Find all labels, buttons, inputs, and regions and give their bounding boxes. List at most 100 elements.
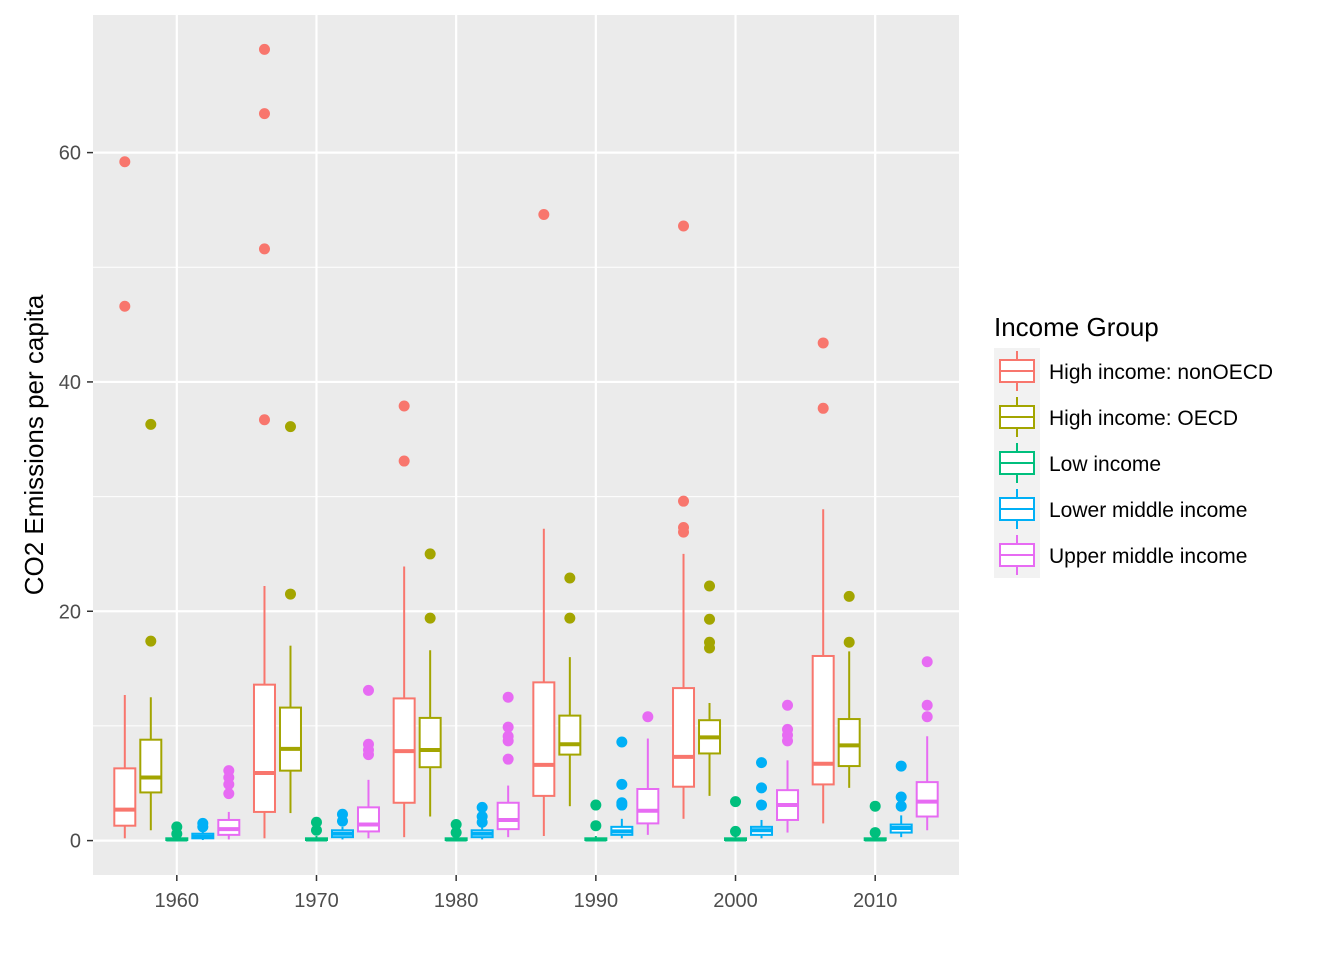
- y-tick-label: 0: [70, 831, 81, 853]
- outlier-point: [895, 791, 907, 803]
- legend-entry: Low income: [994, 440, 1161, 486]
- boxplot: [217, 765, 241, 840]
- outlier-point: [258, 108, 270, 120]
- outlier-point: [119, 300, 131, 312]
- boxplot: [191, 817, 215, 841]
- boxplot: [584, 799, 608, 842]
- outlier-point: [502, 721, 514, 733]
- outlier-point: [616, 736, 628, 748]
- boxplot: [496, 691, 520, 838]
- outlier-point: [258, 43, 270, 55]
- outlier-point: [704, 636, 716, 648]
- outlier-point: [756, 757, 768, 769]
- outlier-point: [642, 711, 654, 723]
- outlier-point: [782, 699, 794, 711]
- outlier-point: [476, 811, 488, 823]
- legend-label: Lower middle income: [1049, 499, 1247, 522]
- x-tick-label: 2000: [713, 890, 758, 912]
- outlier-point: [564, 612, 576, 624]
- outlier-point: [538, 209, 550, 221]
- outlier-point: [782, 723, 794, 735]
- outlier-point: [895, 760, 907, 772]
- box-iqr: [496, 801, 520, 831]
- outlier-point: [145, 635, 157, 647]
- boxplot: [470, 801, 494, 840]
- boxplot: [113, 156, 137, 839]
- x-tick-label: 1970: [294, 890, 339, 912]
- box-iqr: [113, 767, 137, 827]
- outlier-point: [197, 817, 209, 829]
- outlier-point: [258, 243, 270, 255]
- legend-entry: High income: OECD: [994, 394, 1238, 440]
- legend-label: Upper middle income: [1049, 545, 1247, 568]
- series-group: [217, 656, 939, 840]
- outlier-point: [756, 782, 768, 794]
- legend-entry: Lower middle income: [994, 486, 1247, 532]
- legend-title: Income Group: [994, 312, 1159, 342]
- boxplot: [776, 699, 800, 833]
- outlier-point: [921, 656, 933, 668]
- outlier-point: [590, 820, 602, 832]
- outlier-point: [424, 548, 436, 560]
- outlier-point: [424, 612, 436, 624]
- boxplot: [837, 590, 861, 788]
- outlier-point: [678, 220, 690, 232]
- outlier-point: [450, 827, 462, 839]
- box-iqr: [558, 714, 582, 756]
- outlier-point: [843, 590, 855, 602]
- series-group: [191, 736, 913, 841]
- boxplot: [863, 800, 887, 842]
- outlier-point: [171, 821, 183, 833]
- boxplot: [278, 421, 302, 814]
- box-iqr: [252, 683, 276, 813]
- box-iqr: [418, 716, 442, 769]
- box-iqr: [636, 788, 660, 825]
- outlier-point: [145, 418, 157, 430]
- outlier-point: [310, 824, 322, 836]
- outlier-point: [869, 800, 881, 812]
- y-tick-label: 20: [59, 601, 81, 623]
- outlier-point: [921, 711, 933, 723]
- legend-entry: Upper middle income: [994, 532, 1247, 578]
- outlier-point: [476, 801, 488, 813]
- series-group: [113, 43, 835, 839]
- outlier-point: [362, 738, 374, 750]
- outlier-point: [336, 808, 348, 820]
- boxplot: [698, 580, 722, 796]
- x-tick-label: 1980: [434, 890, 479, 912]
- boxplot: [750, 757, 774, 839]
- box-iqr: [356, 806, 380, 833]
- boxplot: [252, 43, 276, 839]
- boxplot: [304, 816, 328, 842]
- boxplot: [889, 760, 913, 838]
- outlier-point: [616, 797, 628, 809]
- outlier-point: [730, 825, 742, 837]
- boxplot: [444, 819, 468, 842]
- outlier-point: [730, 796, 742, 808]
- outlier-point: [502, 730, 514, 742]
- outlier-point: [564, 572, 576, 584]
- grid-layer: [93, 15, 959, 875]
- x-tick-label: 2010: [853, 890, 898, 912]
- legend-label: Low income: [1049, 453, 1161, 476]
- boxplot: [610, 736, 634, 839]
- box-iqr: [837, 718, 861, 768]
- boxplot: [558, 572, 582, 807]
- box-iqr: [532, 681, 556, 797]
- boxplot: [811, 337, 835, 824]
- outlier-point: [817, 337, 829, 349]
- outlier-point: [502, 753, 514, 765]
- legend-label: High income: nonOECD: [1049, 361, 1273, 384]
- boxplot: [532, 209, 556, 837]
- boxplot: [672, 220, 696, 819]
- outlier-point: [895, 800, 907, 812]
- outlier-point: [502, 691, 514, 703]
- outlier-point: [843, 636, 855, 648]
- legend-label: High income: OECD: [1049, 407, 1238, 430]
- y-tick-label: 60: [59, 143, 81, 165]
- outlier-point: [704, 580, 716, 592]
- outlier-point: [284, 421, 296, 433]
- outlier-point: [362, 684, 374, 696]
